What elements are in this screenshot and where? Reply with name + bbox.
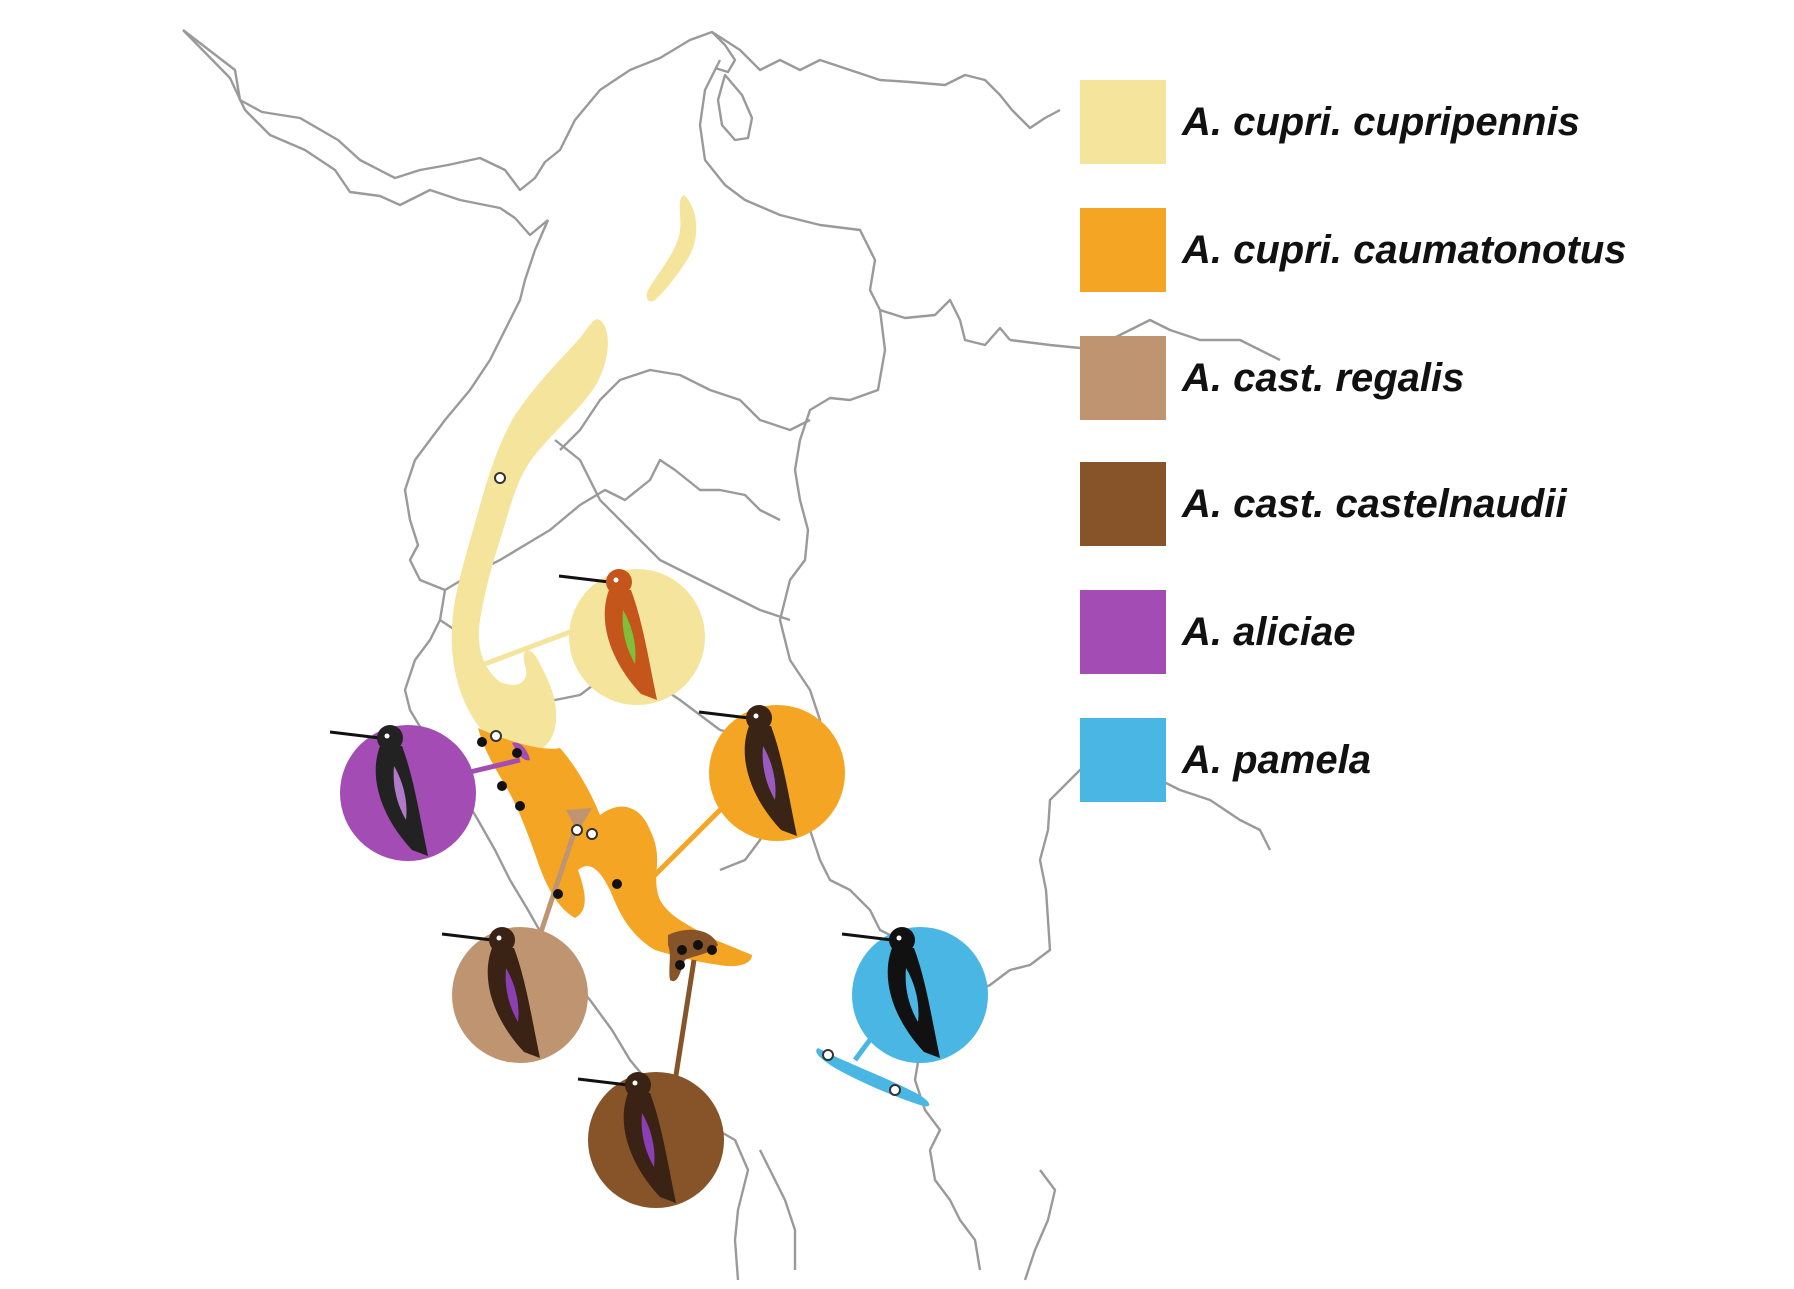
- range-cupripennis-north: [646, 195, 697, 302]
- range-cupripennis-main: [451, 319, 608, 755]
- bird-badge-regalis: [441, 927, 588, 1063]
- panama-coastline: [182, 29, 737, 192]
- locality-point: [677, 945, 687, 955]
- connector-aliciae: [469, 757, 521, 775]
- colombia-brazil-border: [778, 309, 887, 781]
- connector-regalis: [537, 829, 578, 936]
- brazil-venezuela-border: [1009, 318, 1281, 362]
- caribbean-coastline: [711, 30, 1013, 111]
- legend-label: A. cast. regalis: [1182, 355, 1465, 400]
- hummingbird-icon: [577, 1072, 676, 1203]
- legend-swatch: [1080, 718, 1166, 802]
- chile-border: [1023, 1169, 1057, 1281]
- locality-point: [675, 960, 685, 970]
- bird-badge-caumatonotus: [698, 705, 845, 841]
- hummingbird-icon: [841, 927, 940, 1058]
- venezuela-east-coast: [1011, 108, 1061, 130]
- bolivia-border: [939, 758, 1272, 1002]
- locality-point: [889, 1084, 901, 1096]
- legend-label: A. aliciae: [1182, 609, 1356, 654]
- range-caumatonotus: [478, 728, 752, 967]
- legend-item-aliciae: A. aliciae: [1080, 590, 1355, 674]
- bird-badge-aliciae: [329, 725, 476, 861]
- legend-swatch: [1080, 590, 1166, 674]
- locality-point: [490, 730, 502, 742]
- legend-label: A. cupri. cupripennis: [1182, 99, 1580, 144]
- peru-south-coast: [758, 1149, 797, 1270]
- sampling-points: [477, 472, 901, 1096]
- bird-badge-cupripennis: [558, 569, 705, 705]
- locality-point: [612, 879, 622, 889]
- legend-label: A. pamela: [1182, 737, 1371, 782]
- locality-point: [553, 889, 563, 899]
- panama-south-coast: [182, 29, 549, 237]
- connector-castelnaudii: [671, 959, 697, 1089]
- locality-point: [571, 824, 583, 836]
- connector-caumatonotus: [633, 806, 724, 897]
- legend-swatch: [1080, 336, 1166, 420]
- hummingbird-icon: [329, 725, 428, 856]
- connector-cupripennis: [481, 629, 571, 668]
- locality-point: [693, 940, 703, 950]
- locality-point: [477, 737, 487, 747]
- bird-badge-pamela: [841, 927, 988, 1063]
- locality-point: [515, 801, 525, 811]
- range-pamela: [816, 1048, 930, 1107]
- legend-swatch: [1080, 462, 1166, 546]
- locality-point: [707, 945, 717, 955]
- legend-swatch: [1080, 208, 1166, 292]
- locality-point: [494, 472, 506, 484]
- legend-label: A. cupri. caumatonotus: [1182, 227, 1627, 272]
- locality-point: [822, 1049, 834, 1061]
- bird-badge-castelnaudii: [577, 1072, 724, 1208]
- bird-illustrations: [329, 569, 988, 1208]
- maracaibo-lake: [716, 73, 754, 142]
- ecuador-interior-border: [554, 439, 791, 622]
- colombia-interior-border: [559, 368, 811, 451]
- legend-swatch: [1080, 80, 1166, 164]
- regalis-arrowhead: [566, 808, 592, 832]
- locality-point: [586, 828, 598, 840]
- legend-item-cupripennis: A. cupri. cupripennis: [1080, 80, 1580, 164]
- hummingbird-icon: [441, 927, 540, 1058]
- legend-item-pamela: A. pamela: [1080, 718, 1371, 802]
- hummingbird-icon: [558, 569, 657, 700]
- legend-item-regalis: A. cast. regalis: [1080, 336, 1464, 420]
- locality-point: [497, 781, 507, 791]
- legend-item-castelnaudii: A. cast. castelnaudii: [1080, 462, 1567, 546]
- colombia-ecuador-border: [444, 458, 781, 592]
- locality-point: [512, 748, 522, 758]
- hummingbird-icon: [698, 705, 797, 836]
- colombia-venezuela-border: [698, 59, 1011, 347]
- country-borders: [182, 29, 1281, 1281]
- legend-label: A. cast. castelnaudii: [1182, 481, 1567, 526]
- legend-item-caumatonotus: A. cupri. caumatonotus: [1080, 208, 1627, 292]
